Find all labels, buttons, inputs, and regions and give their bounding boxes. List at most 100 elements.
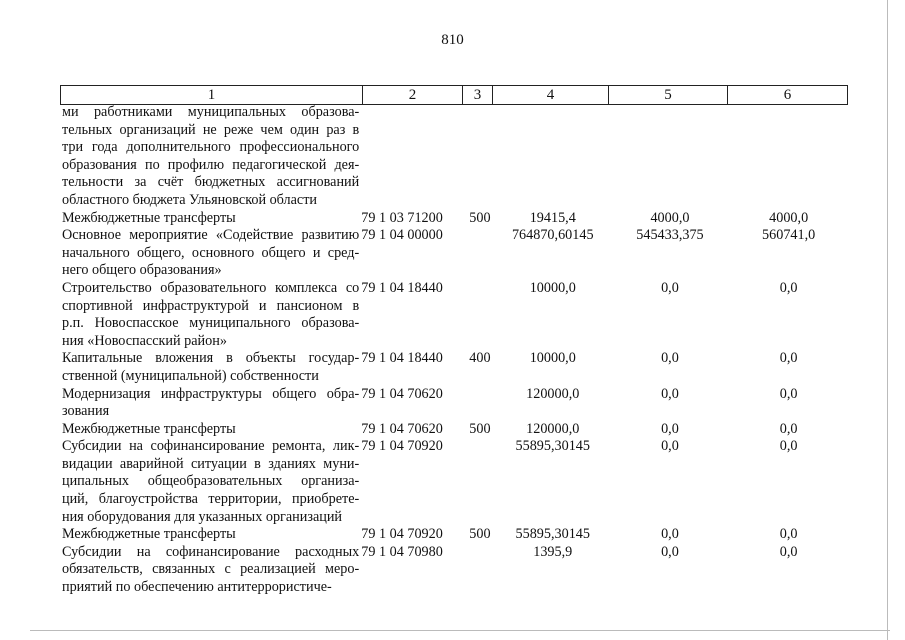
row-description: Субсидии на софинансирование расходных об… — [62, 544, 359, 597]
row-value-col6: 0,0 — [779, 438, 798, 455]
header-col-5: 5 — [609, 86, 728, 104]
row-code: 79 1 04 70920 — [361, 526, 443, 543]
row-code: 79 1 03 71200 — [361, 209, 443, 226]
description-line: ственной (муниципальной) собственности — [62, 367, 319, 384]
row-description: Межбюджетные трансферты — [62, 210, 359, 228]
table-row: Межбюджетные трансферты 79 1 04 70620 500 1… — [62, 421, 848, 439]
scan-edge-right — [887, 0, 888, 640]
row-value-col4: 10000,0 — [529, 279, 576, 296]
description-line: Субсидии на софинансирование ремонта, ли… — [62, 438, 360, 455]
header-col-4: 4 — [493, 86, 609, 104]
row-expense-type: 500 — [469, 420, 491, 437]
row-code: 79 1 04 70620 — [361, 385, 443, 402]
table-body: ми работниками муниципальных образова-те… — [62, 104, 848, 597]
description-line: зования — [62, 403, 110, 420]
description-line: Строительство образовательного комплекса… — [62, 279, 360, 296]
row-expense-type — [465, 280, 495, 350]
table-row: Модернизация инфраструктуры общего обра-… — [62, 386, 848, 421]
table-row: Капитальные вложения в объекты государ-с… — [62, 350, 848, 385]
row-code: 79 1 04 00000 — [361, 227, 443, 244]
row-description: Основное мероприятие «Содействие развити… — [62, 227, 359, 280]
description-line: обязательств, связанных с реализацией ме… — [62, 561, 360, 578]
header-col-2: 2 — [363, 86, 463, 104]
row-value-col5: 545433,375 — [636, 227, 704, 244]
row-value-col5 — [611, 104, 730, 210]
row-value-col6: 0,0 — [779, 350, 798, 367]
row-description: Межбюджетные трансферты — [62, 526, 359, 544]
description-line: него общего образования» — [62, 262, 222, 279]
row-value-col4: 55895,30145 — [515, 526, 590, 543]
row-value-col6: 0,0 — [779, 543, 798, 560]
description-line: Межбюджетные трансферты — [62, 526, 236, 543]
row-value-col5: 0,0 — [661, 350, 679, 367]
table-header: 1 2 3 4 5 6 — [60, 85, 848, 105]
scan-edge-bottom — [30, 630, 890, 631]
description-line: ния «Новоспасский район» — [62, 332, 227, 349]
row-expense-type: 400 — [469, 350, 491, 367]
row-value-col5: 4000,0 — [650, 209, 690, 226]
row-value-col5: 0,0 — [661, 279, 679, 296]
row-expense-type — [465, 104, 495, 210]
row-expense-type — [465, 438, 495, 526]
header-col-6: 6 — [783, 87, 792, 103]
description-line: ния оборудования для указанных организац… — [62, 508, 343, 525]
row-value-col5: 0,0 — [661, 420, 679, 437]
row-description: Субсидии на софинансирование ремонта, ли… — [62, 438, 359, 526]
row-value-col6: 560741,0 — [762, 227, 816, 244]
row-value-col6: 0,0 — [779, 279, 798, 296]
description-line: ципальных общеобразовательных организа- — [62, 473, 360, 490]
row-code: 79 1 04 70980 — [361, 543, 443, 560]
row-code: 79 1 04 70620 — [361, 420, 443, 437]
row-value-col4: 120000,0 — [526, 385, 580, 402]
row-description: ми работниками муниципальных образова-те… — [62, 104, 359, 210]
row-description: Модернизация инфраструктуры общего обра-… — [62, 386, 359, 421]
header-col-3: 3 — [463, 86, 493, 104]
row-value-col4: 120000,0 — [526, 420, 580, 437]
row-code: 79 1 04 18440 — [361, 350, 443, 367]
table-row: Межбюджетные трансферты 79 1 03 71200 500 1… — [62, 210, 848, 228]
description-line: спортивной инфраструктурой и пансионом в — [62, 297, 360, 314]
description-line: видации аварийной ситуации в зданиях мун… — [62, 455, 360, 472]
description-line: областного бюджета Ульяновской области — [62, 191, 318, 208]
row-description: Капитальные вложения в объекты государ-с… — [62, 350, 359, 385]
row-value-col6: 0,0 — [779, 420, 798, 437]
table-row: Субсидии на софинансирование расходных об… — [62, 544, 848, 597]
row-description: Строительство образовательного комплекса… — [62, 280, 359, 350]
row-value-col4: 1395,9 — [533, 543, 573, 560]
description-line: образования по профилю педагогической де… — [62, 156, 360, 173]
row-value-col4 — [495, 104, 611, 210]
description-line: тельности за счёт бюджетных ассигнований — [62, 174, 360, 191]
row-value-col4: 10000,0 — [529, 350, 576, 367]
header-col-1: 1 — [61, 86, 363, 104]
description-line: ций, благоустройства территории, приобре… — [62, 491, 360, 508]
row-value-col6: 0,0 — [779, 526, 798, 543]
row-value-col5: 0,0 — [661, 526, 679, 543]
description-line: Капитальные вложения в объекты государ- — [62, 350, 360, 367]
table-row: Межбюджетные трансферты 79 1 04 70920 500 5… — [62, 526, 848, 544]
description-line: приятий по обеспечению антитеррористиче- — [62, 579, 332, 596]
description-line: начального общего, основного общего и ср… — [62, 244, 360, 261]
row-code — [359, 104, 465, 210]
row-expense-type: 500 — [469, 526, 491, 543]
row-expense-type — [465, 544, 495, 597]
row-code: 79 1 04 70920 — [361, 438, 443, 455]
table-row: Строительство образовательного комплекса… — [62, 280, 848, 350]
description-line: Межбюджетные трансферты — [62, 209, 236, 226]
row-value-col5: 0,0 — [661, 438, 679, 455]
row-value-col6 — [729, 104, 848, 210]
description-line: тельных организаций не реже чем один раз… — [62, 121, 360, 138]
row-value-col4: 764870,60145 — [511, 227, 594, 244]
row-value-col4: 19415,4 — [529, 209, 576, 226]
description-line: Модернизация инфраструктуры общего обра- — [62, 385, 360, 402]
table-row: Основное мероприятие «Содействие развити… — [62, 227, 848, 280]
page-number: 810 — [441, 32, 464, 48]
description-line: р.п. Новоспасское муниципального образов… — [62, 315, 360, 332]
row-expense-type: 500 — [469, 209, 491, 226]
row-value-col4: 55895,30145 — [515, 438, 590, 455]
row-value-col6: 4000,0 — [769, 209, 809, 226]
row-description: Межбюджетные трансферты — [62, 421, 359, 439]
table-row: ми работниками муниципальных образова-те… — [62, 104, 848, 210]
description-line: ми работниками муниципальных образова- — [62, 104, 360, 120]
description-line: Межбюджетные трансферты — [62, 420, 236, 437]
row-code: 79 1 04 18440 — [361, 279, 443, 296]
